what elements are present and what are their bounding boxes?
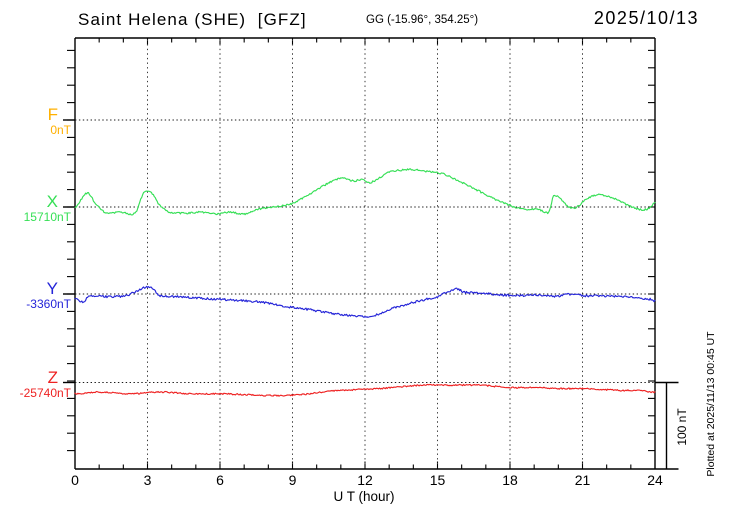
trace-z <box>74 383 656 397</box>
x-tick-label-18: 18 <box>502 472 518 488</box>
component-baseline-value-z: -25740nT <box>19 385 71 400</box>
component-label-f: F <box>47 105 58 124</box>
x-tick-label-0: 0 <box>71 472 79 488</box>
x-tick-label-21: 21 <box>574 472 591 488</box>
scale-bar-label: 100 nT <box>675 408 689 446</box>
plot-date: 2025/10/13 <box>593 8 699 28</box>
x-tick-label-3: 3 <box>143 472 152 488</box>
x-tick-label-24: 24 <box>647 472 663 488</box>
trace-x <box>74 168 656 216</box>
component-baseline-value-y: -3360nT <box>26 297 71 311</box>
x-tick-label-9: 9 <box>288 472 297 488</box>
x-tick-label-6: 6 <box>216 472 224 488</box>
component-label-z: Z <box>47 367 58 387</box>
x-tick-label-15: 15 <box>429 472 446 488</box>
component-baseline-value-x: 15710nT <box>23 210 71 224</box>
x-tick-label-12: 12 <box>357 472 373 488</box>
component-baseline-value-f: 0nT <box>50 123 71 137</box>
station-title: Saint Helena (SHE) [GFZ] <box>78 10 307 29</box>
geographic-coordinates: GG (-15.96°, 354.25°) <box>366 14 479 26</box>
x-axis-label: U T (hour) <box>333 489 395 504</box>
plotted-at-note: Plotted at 2025/11/13 00:45 UT <box>705 331 717 477</box>
component-label-x: X <box>46 192 58 211</box>
trace-y <box>74 285 656 318</box>
component-label-y: Y <box>46 279 58 298</box>
